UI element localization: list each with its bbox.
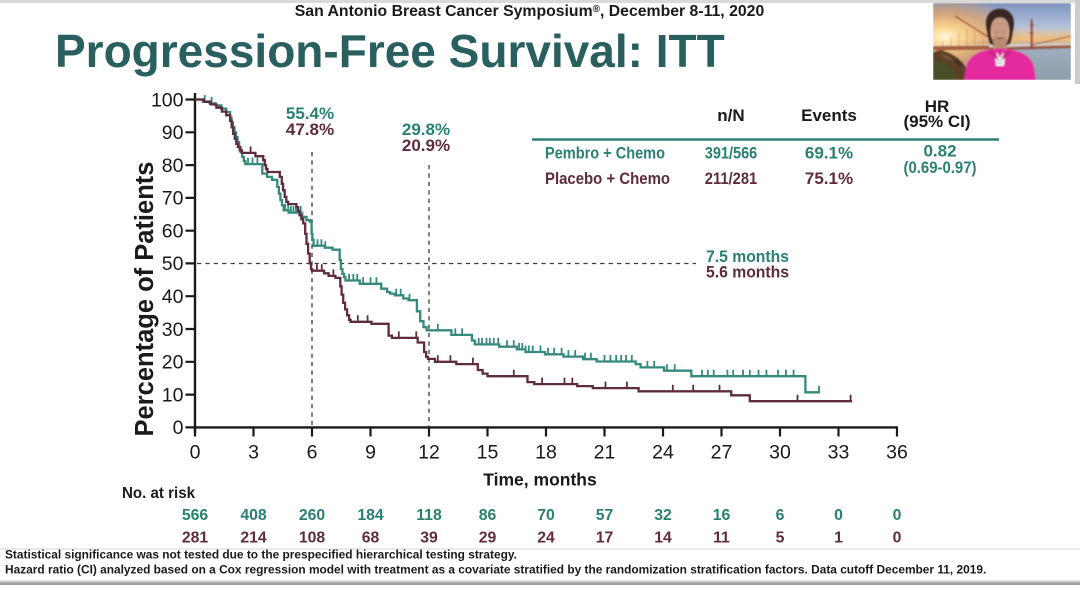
svg-text:18: 18: [535, 442, 557, 464]
svg-text:60: 60: [162, 221, 184, 243]
svg-text:70: 70: [537, 507, 555, 524]
svg-text:566: 566: [182, 507, 209, 524]
svg-text:11: 11: [713, 530, 730, 547]
svg-text:6: 6: [307, 442, 318, 464]
svg-text:14: 14: [654, 530, 672, 547]
svg-text:0.82: 0.82: [923, 142, 956, 161]
svg-text:24: 24: [537, 530, 555, 547]
svg-text:32: 32: [654, 507, 672, 524]
svg-text:260: 260: [299, 507, 326, 524]
svg-text:100: 100: [151, 89, 184, 111]
svg-text:20.9%: 20.9%: [402, 136, 450, 155]
svg-text:Placebo + Chemo: Placebo + Chemo: [545, 169, 670, 188]
svg-text:9: 9: [365, 442, 376, 464]
svg-text:Percentage of Patients: Percentage of Patients: [131, 162, 159, 437]
svg-text:Events: Events: [801, 106, 857, 125]
svg-text:(95% CI): (95% CI): [903, 112, 970, 131]
svg-text:214: 214: [240, 530, 267, 547]
svg-text:90: 90: [162, 122, 184, 144]
svg-text:30: 30: [769, 442, 791, 464]
svg-text:Statistical significance was n: Statistical significance was not tested …: [5, 548, 517, 562]
svg-text:3: 3: [248, 442, 259, 464]
svg-text:20: 20: [162, 352, 184, 374]
svg-text:27: 27: [711, 442, 733, 464]
svg-text:57: 57: [596, 507, 614, 524]
svg-text:184: 184: [357, 507, 384, 524]
svg-text:47.8%: 47.8%: [286, 120, 334, 139]
svg-text:50: 50: [162, 253, 184, 275]
svg-text:36: 36: [886, 442, 908, 464]
svg-text:281: 281: [182, 530, 209, 547]
svg-text:29.8%: 29.8%: [402, 120, 450, 139]
svg-text:30: 30: [162, 319, 184, 341]
svg-text:55.4%: 55.4%: [286, 104, 334, 123]
svg-text:16: 16: [713, 507, 731, 524]
svg-text:33: 33: [828, 442, 850, 464]
svg-text:0: 0: [173, 417, 184, 439]
svg-text:Hazard ratio (CI) analyzed bas: Hazard ratio (CI) analyzed based on a Co…: [5, 563, 986, 577]
svg-text:5.6 months: 5.6 months: [706, 263, 789, 282]
svg-text:118: 118: [416, 507, 442, 524]
svg-text:0: 0: [893, 530, 902, 547]
svg-text:(0.69-0.97): (0.69-0.97): [904, 158, 977, 177]
svg-text:29: 29: [479, 530, 497, 547]
svg-text:No. at risk: No. at risk: [122, 485, 195, 502]
svg-text:6: 6: [776, 507, 785, 524]
svg-text:408: 408: [240, 507, 267, 524]
svg-text:7.5 months: 7.5 months: [706, 247, 789, 266]
svg-text:HR: HR: [925, 97, 950, 116]
svg-text:211/281: 211/281: [705, 169, 758, 188]
svg-text:n/N: n/N: [717, 106, 744, 125]
svg-text:21: 21: [594, 442, 616, 464]
svg-text:391/566: 391/566: [705, 144, 758, 163]
svg-text:40: 40: [162, 286, 184, 308]
svg-text:5: 5: [776, 530, 785, 547]
svg-text:68: 68: [362, 530, 380, 547]
svg-text:1: 1: [834, 530, 843, 547]
svg-text:108: 108: [299, 530, 326, 547]
svg-text:69.1%: 69.1%: [805, 144, 853, 163]
svg-text:17: 17: [596, 530, 614, 547]
svg-text:0: 0: [893, 507, 902, 524]
svg-text:39: 39: [420, 530, 438, 547]
svg-text:86: 86: [479, 507, 497, 524]
svg-text:Pembro + Chemo: Pembro + Chemo: [545, 144, 665, 163]
svg-text:10: 10: [162, 384, 184, 406]
svg-text:Time, months: Time, months: [483, 470, 597, 490]
svg-text:Progression-Free Survival: ITT: Progression-Free Survival: ITT: [55, 25, 725, 77]
svg-text:75.1%: 75.1%: [805, 169, 853, 188]
svg-text:70: 70: [162, 188, 184, 210]
svg-text:San Antonio Breast Cancer Symp: San Antonio Breast Cancer Symposium®, De…: [295, 3, 765, 20]
svg-text:15: 15: [477, 442, 499, 464]
svg-text:0: 0: [190, 442, 201, 464]
svg-text:80: 80: [162, 155, 184, 177]
svg-text:0: 0: [834, 507, 843, 524]
svg-text:24: 24: [652, 442, 674, 464]
svg-text:12: 12: [418, 442, 440, 464]
